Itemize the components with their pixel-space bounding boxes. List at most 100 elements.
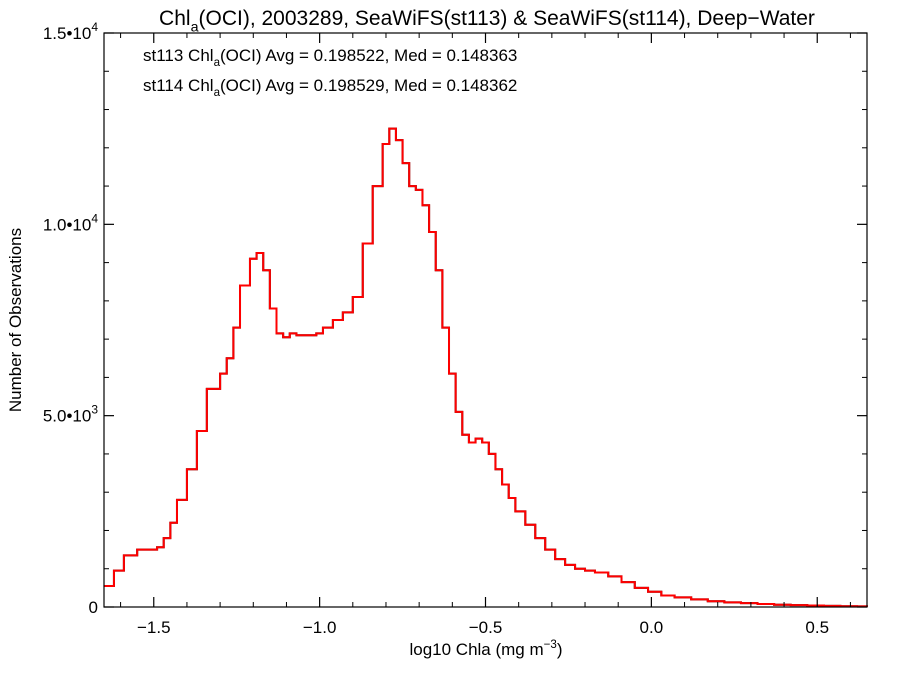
data-point <box>806 604 808 607</box>
y-tick-mantissa: 5.0•10 <box>43 407 92 426</box>
data-point <box>474 438 477 440</box>
data-point <box>574 568 576 570</box>
data-point <box>607 575 609 577</box>
series-line-0 <box>104 127 868 608</box>
data-point <box>382 143 384 145</box>
y-tick-exponent: 3 <box>91 403 98 417</box>
data-point <box>289 332 291 334</box>
y-tick-mantissa: 1.5•10 <box>43 24 92 43</box>
data-point <box>790 604 792 606</box>
text-part: Chl <box>159 7 191 30</box>
y-tick-label: 0 <box>89 598 98 617</box>
data-point <box>707 600 709 602</box>
data-point <box>322 327 324 329</box>
data-point <box>315 332 317 334</box>
data-point <box>219 372 221 375</box>
text-part: a <box>191 19 199 35</box>
data-point <box>647 591 649 593</box>
data-point <box>448 372 450 375</box>
data-point <box>634 587 636 589</box>
text-part: st113 Chl <box>143 46 214 65</box>
annotation-line: st114 Chla(OCI) Avg = 0.198529, Med = 0.… <box>143 76 517 99</box>
text-part: −3 <box>544 639 557 651</box>
annotations: st113 Chla(OCI) Avg = 0.198522, Med = 0.… <box>143 46 517 99</box>
data-point <box>660 594 662 597</box>
x-tick-label: 0.5 <box>805 618 829 637</box>
data-point <box>123 554 125 556</box>
data-point <box>740 602 742 604</box>
y-tick-label: 5.0•103 <box>43 403 99 426</box>
text-part: ) <box>557 640 563 659</box>
data-point <box>226 357 228 359</box>
y-axis-label: Number of Observations <box>6 228 25 412</box>
y-tick-label: 1.5•104 <box>43 20 99 43</box>
x-tick-label: −1.5 <box>137 618 171 637</box>
data-point <box>362 242 364 245</box>
data-point <box>494 468 497 470</box>
data-point <box>584 570 586 572</box>
data-point <box>169 522 171 524</box>
text-part: (OCI) Avg = 0.198522, Med = 0.148363 <box>220 46 517 65</box>
data-point <box>395 139 397 141</box>
data-point <box>690 598 692 600</box>
data-point <box>823 605 825 607</box>
data-point <box>332 319 334 321</box>
data-point <box>372 185 374 187</box>
data-point <box>481 441 483 444</box>
data-point <box>501 483 503 486</box>
data-point <box>673 596 676 599</box>
y-tick-exponent: 4 <box>91 20 98 34</box>
data-point <box>408 185 410 187</box>
data-point <box>113 570 115 572</box>
data-point <box>554 558 556 560</box>
series-line-1 <box>104 127 868 608</box>
plot-frame <box>103 32 868 608</box>
y-tick-mantissa: 0 <box>89 598 98 617</box>
data-point <box>275 332 278 334</box>
data-point <box>232 327 234 329</box>
data-point <box>146 549 148 551</box>
data-point <box>773 604 775 606</box>
data-point <box>514 510 516 512</box>
data-point <box>282 336 284 338</box>
data-point <box>564 564 566 566</box>
y-tick-mantissa: 1.0•10 <box>43 215 92 234</box>
data-point <box>249 258 251 260</box>
data-point <box>256 252 258 254</box>
data-point <box>488 453 490 455</box>
y-tick-exponent: 4 <box>91 211 98 225</box>
data-point <box>156 546 158 548</box>
data-point <box>163 537 165 539</box>
data-point <box>295 334 298 336</box>
text-part: (OCI) Avg = 0.198529, Med = 0.148362 <box>220 76 517 95</box>
data-point <box>401 162 404 164</box>
annotation-line: st113 Chla(OCI) Avg = 0.198522, Med = 0.… <box>143 46 517 69</box>
data-point <box>186 468 188 470</box>
data-point <box>176 499 178 501</box>
data-point <box>342 311 344 313</box>
data-point <box>136 549 138 551</box>
data-point <box>508 497 510 499</box>
data-point <box>206 388 208 390</box>
data-point <box>594 571 596 574</box>
data-point <box>415 189 417 191</box>
text-part: st114 Chl <box>143 76 214 95</box>
data-point <box>262 269 264 271</box>
data-point <box>428 231 430 233</box>
text-part: a <box>214 87 221 99</box>
text-part: a <box>214 57 221 69</box>
x-tick-label: −1.0 <box>303 618 337 637</box>
data-point <box>756 603 759 605</box>
x-axis: −1.5 −1.0 −0.5 0.0 0.5 <box>120 33 851 637</box>
chart-title: Chla(OCI), 2003289, SeaWiFS(st113) & Sea… <box>159 7 815 35</box>
data-point <box>544 549 546 551</box>
data-point <box>723 601 725 604</box>
data-point <box>239 284 241 287</box>
x-tick-label: −0.5 <box>469 618 503 637</box>
data-point <box>305 334 307 336</box>
data-point <box>388 128 390 130</box>
series-layer <box>103 127 868 608</box>
data-point <box>524 524 526 526</box>
